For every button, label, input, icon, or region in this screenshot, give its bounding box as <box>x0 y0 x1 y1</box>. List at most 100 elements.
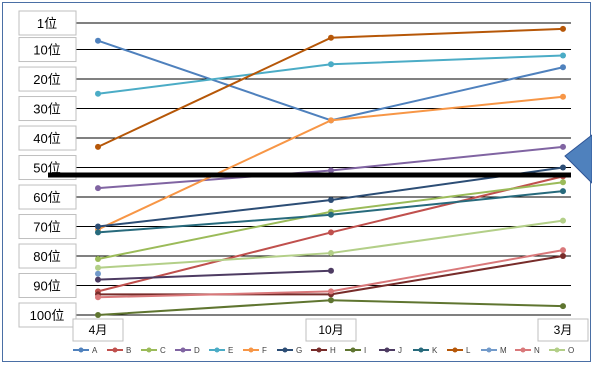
rank-label-box <box>18 96 77 122</box>
legend-marker <box>78 347 84 353</box>
legend-entry-I: I <box>345 346 366 355</box>
legend-entry-M: M <box>481 346 507 355</box>
series-N <box>95 247 566 301</box>
legend-label: E <box>228 346 233 355</box>
legend-marker <box>384 347 390 353</box>
data-point <box>328 167 334 174</box>
x-tick-label: 3月 <box>554 323 573 337</box>
data-point <box>560 303 566 310</box>
data-point <box>95 276 101 283</box>
legend-label: M <box>500 346 507 355</box>
y-tick-label: 50位 <box>33 161 60 176</box>
legend-marker <box>486 347 492 353</box>
data-point <box>328 229 334 236</box>
data-point <box>328 117 334 124</box>
rank-label-box <box>18 302 77 328</box>
legend-label: G <box>296 346 302 355</box>
data-point <box>560 93 566 100</box>
series-I <box>95 297 566 318</box>
data-point <box>328 34 334 41</box>
data-point <box>95 294 101 301</box>
rank-label-box <box>18 10 77 36</box>
data-point <box>560 164 566 171</box>
data-point <box>560 64 566 71</box>
data-point <box>560 217 566 224</box>
data-point <box>95 143 101 150</box>
legend-entry-G: G <box>277 346 302 355</box>
y-tick-label: 40位 <box>33 131 60 146</box>
data-point <box>560 253 566 260</box>
series-K <box>95 188 566 236</box>
legend-entry-J: J <box>379 346 402 355</box>
legend-label: A <box>92 346 98 355</box>
legend-marker <box>452 347 458 353</box>
legend-label: N <box>534 346 540 355</box>
series-line <box>97 27 564 148</box>
legend-label: D <box>194 346 200 355</box>
x-tick-label: 10月 <box>318 323 343 337</box>
rank-line-chart: 1位 10位 20位 30位 40位 50位 60位 70位 80位 90位 100位 4月 10月 3… <box>18 10 592 355</box>
data-point <box>328 297 334 304</box>
series-O <box>95 217 566 271</box>
rank-label-box <box>18 273 77 299</box>
y-tick-label: 80位 <box>33 249 60 264</box>
y-tick-label: 70位 <box>33 220 60 235</box>
legend-entry-O: O <box>549 346 574 355</box>
chart-frame: 1位 10位 20位 30位 40位 50位 60位 70位 80位 90位 100位 4月 10月 3… <box>2 2 592 362</box>
callout-arrow-shape <box>564 134 592 184</box>
y-axis-labels: 1位 10位 20位 30位 40位 50位 60位 70位 80位 90位 100位 <box>18 10 77 328</box>
legend-label: F <box>262 346 267 355</box>
legend-label: H <box>330 346 336 355</box>
legend-marker <box>554 347 560 353</box>
legend-marker <box>316 347 322 353</box>
legend-entry-C: C <box>141 346 166 355</box>
series-J <box>95 267 334 283</box>
legend-entry-B: B <box>107 346 131 355</box>
y-tick-label: 100位 <box>30 308 65 323</box>
data-point <box>95 37 101 44</box>
legend: A B C D E F G H I J K L M N O <box>73 346 574 355</box>
data-point <box>95 90 101 97</box>
legend-label: O <box>568 346 574 355</box>
legend-entry-A: A <box>73 346 98 355</box>
data-point <box>560 179 566 186</box>
data-point <box>95 264 101 271</box>
data-point <box>328 196 334 203</box>
rank-label-box <box>18 243 77 269</box>
data-point <box>95 223 101 230</box>
series-line <box>97 54 564 95</box>
data-point <box>95 255 101 262</box>
series-line <box>97 269 332 281</box>
category-label-box <box>72 318 124 342</box>
y-tick-label: 1位 <box>37 16 57 31</box>
data-point <box>328 61 334 68</box>
legend-label: B <box>126 346 131 355</box>
x-tick-label: 4月 <box>89 323 108 337</box>
rank-label-box <box>18 214 77 240</box>
series-A <box>95 37 566 124</box>
legend-marker <box>520 347 526 353</box>
data-point <box>560 52 566 59</box>
legend-label: C <box>160 346 166 355</box>
legend-marker <box>282 347 288 353</box>
y-tick-label: 90位 <box>33 279 60 294</box>
y-tick-label: 10位 <box>33 43 60 58</box>
data-point <box>95 312 101 318</box>
legend-marker <box>214 347 220 353</box>
y-tick-label: 60位 <box>33 190 60 205</box>
y-tick-label: 30位 <box>33 102 60 117</box>
legend-label: J <box>398 346 402 355</box>
data-point <box>560 143 566 150</box>
legend-marker <box>112 347 118 353</box>
series-group <box>95 25 566 318</box>
data-point <box>328 288 334 295</box>
legend-label: I <box>364 346 366 355</box>
data-point <box>95 270 101 277</box>
legend-entry-D: D <box>175 346 200 355</box>
category-label-box <box>305 318 357 342</box>
data-point <box>560 188 566 195</box>
legend-marker <box>146 347 152 353</box>
legend-marker <box>418 347 424 353</box>
rank-label-box <box>18 125 77 151</box>
legend-entry-N: N <box>515 346 540 355</box>
